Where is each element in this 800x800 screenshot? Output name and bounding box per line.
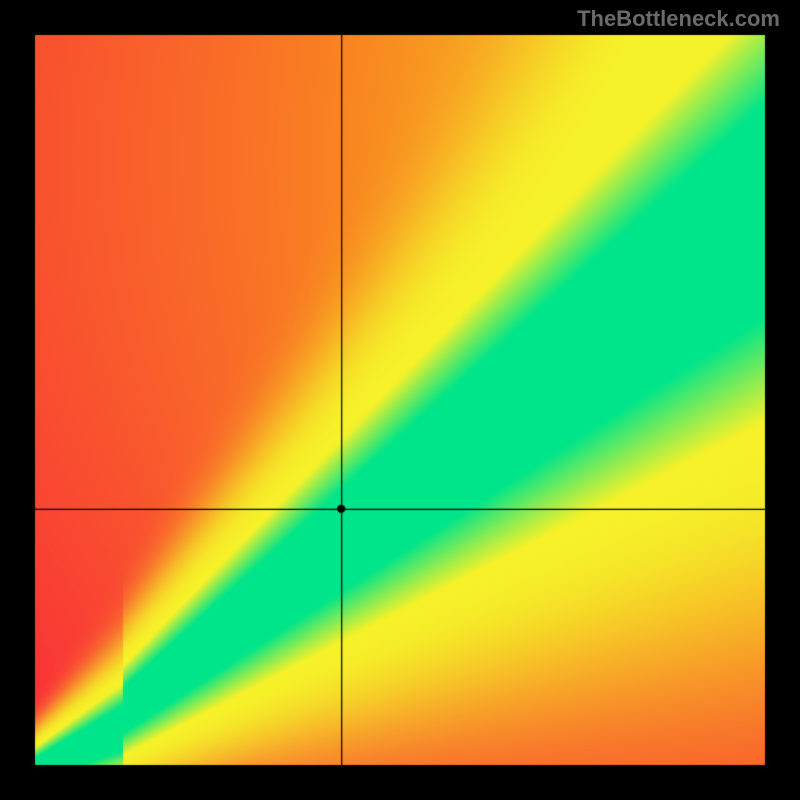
heatmap-canvas: [0, 0, 800, 800]
watermark-text: TheBottleneck.com: [577, 6, 780, 32]
chart-container: TheBottleneck.com: [0, 0, 800, 800]
